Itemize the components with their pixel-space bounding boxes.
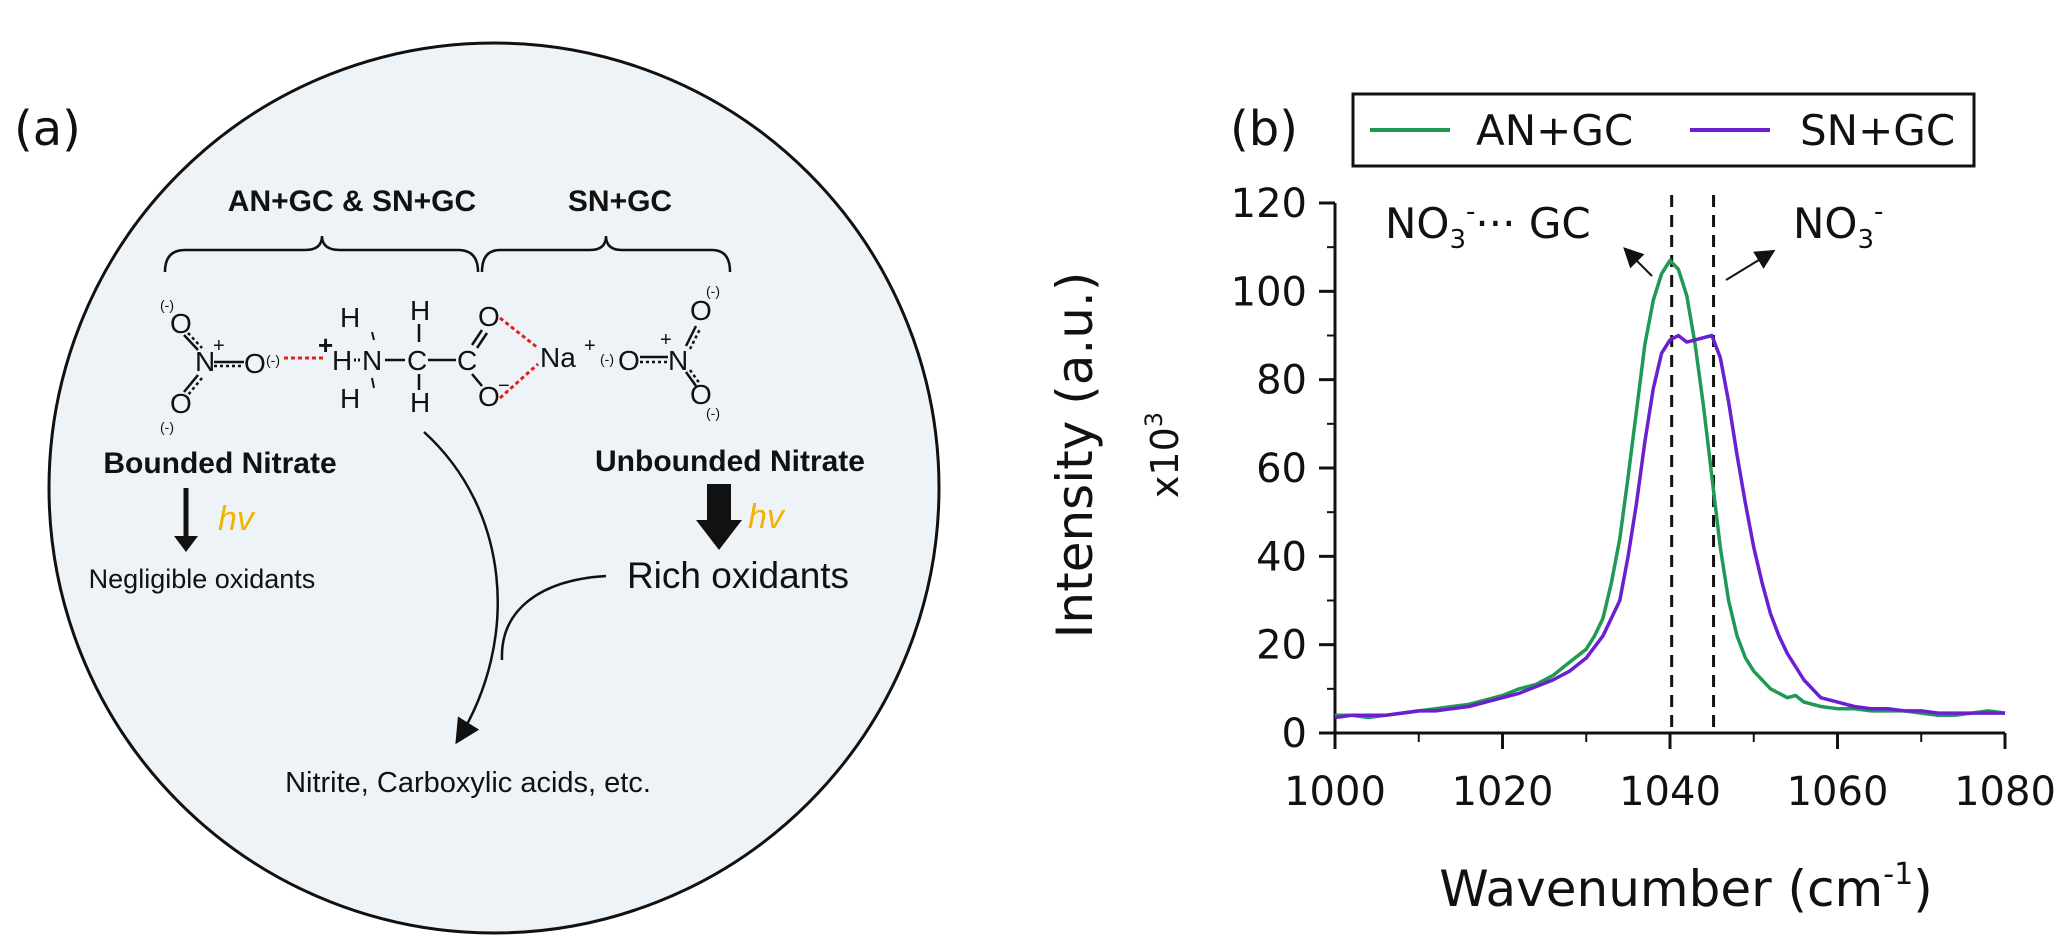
y-tick-label: 0 (1282, 711, 1307, 757)
nitrate-left-n-charge: + (213, 335, 225, 357)
nitrate-left-neg-right: (-) (266, 352, 280, 368)
y-tick-label: 100 (1231, 269, 1307, 315)
reference-lines (1670, 195, 1716, 733)
amine-n: N (362, 345, 382, 376)
hv-right: hv (748, 498, 786, 536)
y-tick-label: 60 (1256, 446, 1307, 492)
y-axis-multiplier-base: x10 (1143, 427, 1187, 498)
reaction-curve-oxidant (500, 574, 607, 661)
nitrate-left-o-bottom: O (170, 388, 192, 419)
unbounded-nitrate-label: Unbounded Nitrate (595, 445, 865, 478)
x-tick-label: 1020 (1452, 769, 1554, 815)
amine-plus: + (318, 330, 333, 360)
products-label: Nitrite, Carboxylic acids, etc. (285, 767, 651, 799)
hv-left: hv (218, 500, 256, 538)
y-axis-multiplier-sup: 3 (1140, 412, 1168, 427)
nitrate-left-neg-top: (-) (160, 297, 174, 313)
y-tick-label: 120 (1231, 181, 1307, 227)
reaction-curve-main (423, 431, 499, 745)
nitrate-right-n: N (668, 345, 688, 376)
nitrate-left-o-top: O (170, 308, 192, 339)
x-tick-label: 1080 (1954, 769, 2056, 815)
methylene-h-bottom: H (410, 387, 430, 418)
amine-h-top: H (340, 302, 360, 333)
legend-label-sn-gc: SN+GC (1800, 106, 1955, 155)
nitrate-left-n: N (195, 346, 215, 377)
bounded-nitrate-label: Bounded Nitrate (103, 447, 336, 480)
brace-right (480, 235, 732, 273)
legend-box (1351, 92, 1976, 168)
chart-axes: 0 20 40 60 80 100 120 1000 1020 1040 1060 1080 (1231, 181, 2056, 815)
x-tick-label: 1040 (1619, 769, 1721, 815)
x-tick-label: 1000 (1284, 769, 1386, 815)
brace-right-label: SN+GC (568, 185, 672, 218)
unbounded-arrow (707, 484, 731, 524)
annotation-arrow-right (1725, 249, 1776, 281)
panel-a-label: (a) (14, 101, 81, 157)
nitrate-right-o-top: O (690, 295, 712, 326)
series-line-sn-gc (1334, 333, 2005, 720)
carboxyl-o-top: O (478, 301, 500, 332)
annotation-bound-tail: ··· GC (1475, 199, 1590, 248)
x-tick-label: 1060 (1787, 769, 1889, 815)
rich-oxidants: Rich oxidants (627, 555, 849, 596)
x-axis-title: Wavenumber (cm-1) (1439, 857, 1932, 918)
legend: AN+GC SN+GC (1351, 92, 1976, 168)
methylene-c: C (407, 345, 427, 376)
sodium-charge: + (584, 335, 596, 357)
nitrate-right-o-bottom: O (690, 379, 712, 410)
methylene-h-top: H (410, 295, 430, 326)
y-tick-label: 40 (1256, 534, 1307, 580)
molecule-structure: N + O (-) O (-) O (-) + H H H N (160, 283, 720, 435)
nitrate-right-neg-left: (-) (600, 351, 614, 367)
panel-b: (b) AN+GC SN+GC 0 20 40 60 80 100 120 1000 1020 1… (1046, 92, 2056, 918)
amine-h-left: H (332, 345, 352, 376)
annotation-arrow-left (1623, 247, 1653, 277)
annotation-free-sup: - (1874, 197, 1883, 227)
carboxyl-o-bottom: O (478, 381, 500, 412)
annotation-bound-sup: - (1466, 197, 1475, 227)
y-tick-label: 80 (1256, 358, 1307, 404)
carboxyl-o-minus: − (498, 375, 510, 397)
chart-series (1334, 258, 2006, 720)
panel-a: (a) AN+GC & SN+GC SN+GC N + O (-) O (-) … (14, 41, 941, 935)
y-axis-title: Intensity (a.u.) (1046, 272, 1104, 639)
nitrate-right-n-charge: + (660, 329, 672, 351)
series-line-an-gc (1335, 258, 2006, 720)
x-axis-title-main: Wavenumber (cm (1439, 860, 1883, 918)
annotation-bound-sub: 3 (1449, 225, 1466, 255)
negligible-oxidants: Negligible oxidants (89, 564, 316, 594)
annotation-bound-nitrate: NO3-··· GC (1385, 197, 1591, 255)
annotation-free-nitrate: NO3- (1793, 197, 1883, 255)
x-axis-title-end: ) (1913, 860, 1933, 918)
nitrate-left-neg-bottom: (-) (160, 419, 174, 435)
annotation-bound-base: NO (1385, 199, 1449, 248)
scheme-circle (47, 41, 941, 935)
sodium-ion: Na (540, 342, 576, 373)
x-axis-title-sup: -1 (1883, 857, 1913, 892)
brace-left-label: AN+GC & SN+GC (228, 185, 476, 218)
nitrate-right-o-left: O (618, 345, 640, 376)
nitrate-left-o-right: O (244, 348, 266, 379)
annotation-free-base: NO (1793, 199, 1857, 248)
carboxyl-c: C (457, 345, 477, 376)
legend-label-an-gc: AN+GC (1476, 106, 1633, 155)
panel-b-label: (b) (1230, 101, 1298, 157)
brace-left (163, 235, 480, 273)
nitrate-right-neg-bottom: (-) (706, 405, 720, 421)
y-tick-label: 20 (1256, 623, 1307, 669)
annotation-free-sub: 3 (1857, 225, 1874, 255)
amine-h-bottom: H (340, 383, 360, 414)
y-axis-multiplier: x103 (1140, 412, 1187, 498)
nitrate-right-neg-top: (-) (706, 283, 720, 299)
